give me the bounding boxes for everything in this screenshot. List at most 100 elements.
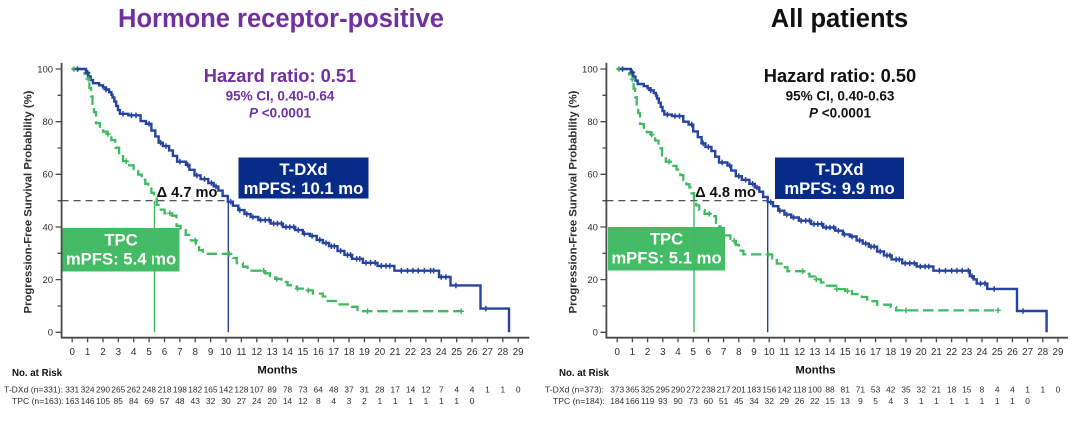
svg-text:1: 1 (393, 396, 398, 406)
svg-text:17: 17 (328, 347, 339, 358)
svg-text:85: 85 (114, 396, 124, 406)
svg-text:78: 78 (283, 385, 293, 395)
svg-text:4: 4 (454, 385, 459, 395)
svg-text:3: 3 (347, 396, 352, 406)
svg-text:1: 1 (980, 396, 985, 406)
svg-text:198: 198 (173, 385, 187, 395)
svg-text:217: 217 (717, 385, 731, 395)
svg-text:16: 16 (313, 347, 324, 358)
svg-text:14: 14 (406, 385, 416, 395)
svg-text:165: 165 (204, 385, 218, 395)
svg-text:1: 1 (630, 347, 635, 358)
svg-text:20: 20 (267, 396, 277, 406)
svg-text:84: 84 (129, 396, 139, 406)
svg-text:1: 1 (500, 385, 505, 395)
svg-text:290: 290 (671, 385, 685, 395)
svg-text:107: 107 (250, 385, 264, 395)
svg-text:32: 32 (206, 396, 216, 406)
svg-text:218: 218 (158, 385, 172, 395)
svg-text:27: 27 (482, 347, 493, 358)
svg-text:265: 265 (111, 385, 125, 395)
svg-text:248: 248 (142, 385, 156, 395)
svg-text:T-DXd: T-DXd (815, 160, 863, 179)
svg-text:2: 2 (100, 347, 105, 358)
svg-text:81: 81 (841, 385, 851, 395)
svg-text:73: 73 (689, 396, 699, 406)
svg-text:9: 9 (208, 347, 213, 358)
svg-text:18: 18 (947, 385, 957, 395)
svg-text:2: 2 (645, 347, 650, 358)
svg-text:95% CI, 0.40-0.63: 95% CI, 0.40-0.63 (786, 89, 895, 104)
svg-text:1: 1 (1010, 396, 1015, 406)
svg-text:163: 163 (65, 396, 79, 406)
svg-text:8: 8 (192, 347, 198, 358)
svg-text:238: 238 (701, 385, 715, 395)
svg-text:Hormone receptor-positive: Hormone receptor-positive (118, 5, 444, 33)
svg-text:17: 17 (391, 385, 401, 395)
svg-text:13: 13 (267, 347, 278, 358)
svg-text:9: 9 (858, 396, 863, 406)
svg-text:22: 22 (946, 347, 957, 358)
svg-text:118: 118 (793, 385, 807, 395)
svg-text:18: 18 (344, 347, 355, 358)
svg-text:20: 20 (916, 347, 927, 358)
svg-text:373: 373 (610, 385, 624, 395)
svg-text:18: 18 (885, 347, 896, 358)
svg-text:30: 30 (221, 396, 231, 406)
svg-text:Hazard ratio: 0.51: Hazard ratio: 0.51 (204, 65, 356, 86)
svg-text:53: 53 (871, 385, 881, 395)
svg-text:P <0.0001: P <0.0001 (809, 106, 871, 121)
svg-text:T-DXd (n=331):: T-DXd (n=331): (4, 385, 63, 395)
svg-text:57: 57 (160, 396, 170, 406)
svg-text:105: 105 (96, 396, 110, 406)
svg-text:60: 60 (587, 170, 598, 181)
svg-text:13: 13 (809, 347, 820, 358)
svg-text:272: 272 (686, 385, 700, 395)
svg-text:64: 64 (314, 385, 324, 395)
svg-text:7: 7 (439, 385, 444, 395)
svg-text:32: 32 (917, 385, 927, 395)
svg-text:40: 40 (587, 222, 598, 233)
svg-text:10: 10 (764, 347, 775, 358)
svg-text:12: 12 (421, 385, 431, 395)
svg-text:40: 40 (43, 222, 54, 233)
svg-text:No. at Risk: No. at Risk (559, 368, 610, 379)
svg-text:14: 14 (283, 396, 293, 406)
svg-text:mPFS: 5.1 mo: mPFS: 5.1 mo (611, 249, 721, 268)
svg-text:1: 1 (408, 396, 413, 406)
svg-text:45: 45 (734, 396, 744, 406)
svg-text:51: 51 (719, 396, 729, 406)
svg-text:3: 3 (660, 347, 666, 358)
svg-text:mPFS: 5.4 mo: mPFS: 5.4 mo (66, 250, 176, 269)
svg-text:1: 1 (485, 385, 490, 395)
svg-text:4: 4 (1010, 385, 1015, 395)
svg-text:15: 15 (297, 347, 308, 358)
svg-text:T-DXd: T-DXd (279, 160, 327, 179)
svg-text:Hazard ratio: 0.50: Hazard ratio: 0.50 (764, 65, 916, 86)
svg-text:TPC: TPC (104, 231, 137, 250)
svg-text:1: 1 (377, 396, 382, 406)
svg-text:1: 1 (1025, 385, 1030, 395)
svg-text:29: 29 (1053, 347, 1064, 358)
svg-text:12: 12 (251, 347, 262, 358)
svg-text:95% CI, 0.40-0.64: 95% CI, 0.40-0.64 (226, 89, 335, 104)
svg-text:4: 4 (331, 396, 336, 406)
svg-text:29: 29 (780, 396, 790, 406)
svg-text:325: 325 (641, 385, 655, 395)
svg-text:TPC (n=163):: TPC (n=163): (12, 396, 64, 406)
svg-text:166: 166 (625, 396, 639, 406)
svg-text:24: 24 (252, 396, 262, 406)
svg-text:4: 4 (995, 385, 1000, 395)
svg-text:28: 28 (1037, 347, 1048, 358)
svg-text:17: 17 (870, 347, 881, 358)
svg-text:90: 90 (673, 396, 683, 406)
svg-text:5: 5 (873, 396, 878, 406)
svg-text:8: 8 (736, 347, 742, 358)
svg-text:15: 15 (825, 396, 835, 406)
svg-text:27: 27 (237, 396, 247, 406)
svg-text:3: 3 (116, 347, 122, 358)
svg-text:26: 26 (795, 396, 805, 406)
svg-text:183: 183 (747, 385, 761, 395)
svg-text:48: 48 (329, 385, 339, 395)
svg-text:42: 42 (886, 385, 896, 395)
